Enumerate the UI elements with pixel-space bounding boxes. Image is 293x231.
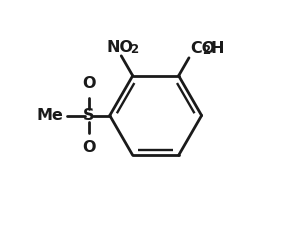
Text: S: S: [83, 108, 95, 123]
Text: CO: CO: [190, 41, 215, 56]
Text: 2: 2: [202, 44, 210, 57]
Text: O: O: [82, 76, 96, 91]
Text: NO: NO: [107, 40, 134, 55]
Text: H: H: [210, 41, 224, 56]
Text: 2: 2: [130, 43, 138, 56]
Text: Me: Me: [37, 108, 64, 123]
Text: O: O: [82, 140, 96, 155]
